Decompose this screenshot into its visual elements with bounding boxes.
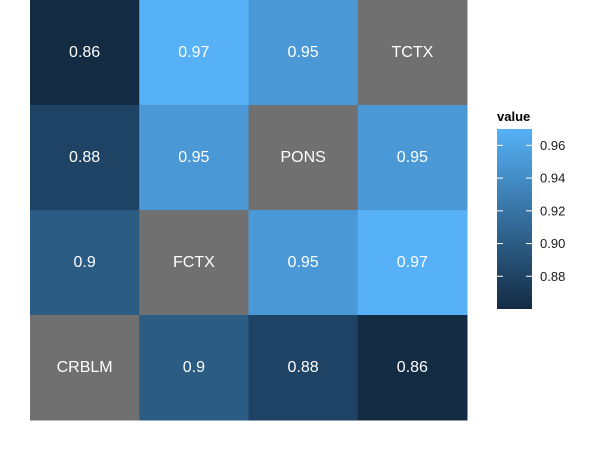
heatmap-cell (357, 315, 468, 421)
legend-tick-label: 0.94 (540, 171, 565, 186)
heatmap-cell (139, 315, 249, 421)
heatmap-cell-labels: 0.86 0.97 0.95 TCTX 0.88 0.95 PONS 0.95 0.9 FCTX 0… (57, 44, 434, 376)
heatmap-cell (139, 105, 249, 211)
legend-tick-label: 0.92 (540, 203, 565, 218)
heatmap-cell (30, 315, 140, 421)
heatmap-cell (30, 210, 140, 316)
cell-label: 0.97 (178, 44, 209, 61)
heatmap-cell (139, 0, 249, 106)
heatmap-cell (248, 315, 359, 421)
heatmap-cell (357, 0, 468, 106)
legend-colorbar (497, 129, 532, 309)
cell-label: 0.95 (178, 149, 209, 166)
heatmap-cell (357, 105, 468, 211)
heatmap-cell (357, 210, 468, 316)
cell-label: 0.86 (69, 44, 100, 61)
heatmap-cell (139, 210, 249, 316)
cell-label: 0.88 (288, 359, 319, 376)
cell-label: 0.97 (397, 254, 428, 271)
legend-tick-label: 0.96 (540, 138, 565, 153)
cell-label: TCTX (391, 44, 433, 61)
cell-label: 0.86 (397, 359, 428, 376)
legend-ticks: 0.88 0.90 0.92 0.94 0.96 (497, 138, 565, 284)
heatmap-cells (30, 0, 468, 421)
heatmap-cell (30, 105, 140, 211)
cell-label: PONS (280, 149, 325, 166)
legend-tick-label: 0.88 (540, 269, 565, 284)
heatmap-cell (248, 0, 359, 106)
heatmap-cell (248, 210, 359, 316)
heatmap-cell (248, 105, 359, 211)
cell-label: 0.9 (183, 359, 205, 376)
cell-label: FCTX (173, 254, 215, 271)
cell-label: CRBLM (57, 359, 113, 376)
cell-label: 0.95 (397, 149, 428, 166)
cell-label: 0.9 (74, 254, 96, 271)
cell-label: 0.95 (288, 44, 319, 61)
heatmap-cell (30, 0, 140, 106)
color-legend: value 0.88 0.90 0.92 0.94 0.96 (497, 109, 565, 309)
legend-tick-label: 0.90 (540, 236, 565, 251)
cell-label: 0.88 (69, 149, 100, 166)
cell-label: 0.95 (288, 254, 319, 271)
legend-title: value (497, 109, 530, 124)
